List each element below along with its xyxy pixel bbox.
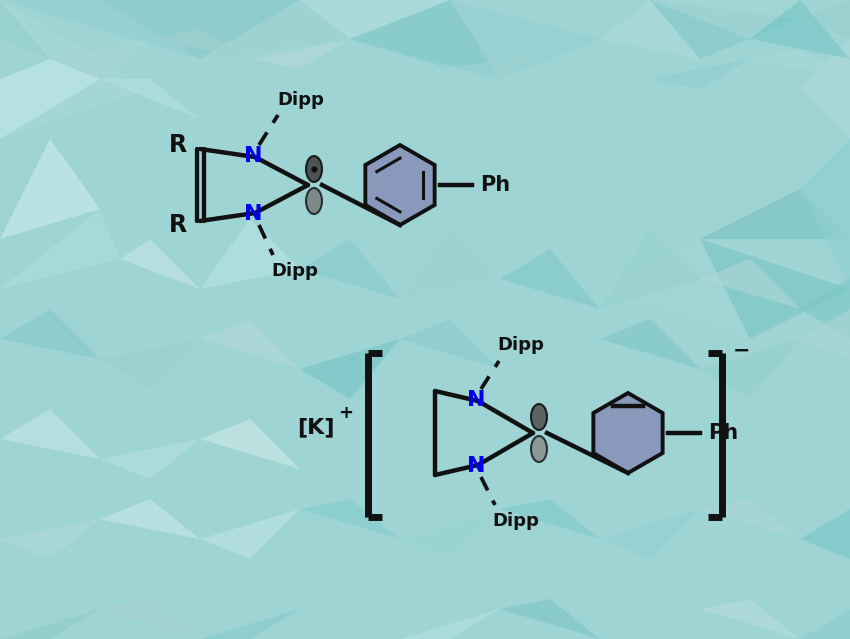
Text: R: R	[169, 213, 187, 237]
Text: +: +	[338, 404, 354, 422]
Polygon shape	[200, 219, 300, 289]
Ellipse shape	[306, 188, 322, 214]
Polygon shape	[150, 29, 250, 59]
Polygon shape	[800, 39, 850, 139]
Ellipse shape	[306, 156, 322, 182]
Polygon shape	[593, 393, 663, 473]
Polygon shape	[0, 519, 100, 559]
Polygon shape	[0, 609, 100, 639]
Polygon shape	[200, 419, 300, 469]
Polygon shape	[0, 309, 100, 359]
Polygon shape	[100, 439, 200, 479]
Polygon shape	[100, 499, 200, 539]
Polygon shape	[700, 339, 800, 399]
Polygon shape	[650, 0, 800, 39]
Polygon shape	[200, 609, 300, 639]
Polygon shape	[800, 139, 850, 239]
Polygon shape	[750, 0, 850, 59]
Text: R: R	[169, 133, 187, 157]
Polygon shape	[800, 189, 850, 289]
Polygon shape	[0, 0, 200, 59]
Polygon shape	[700, 259, 800, 309]
Text: Dipp: Dipp	[492, 512, 540, 530]
Polygon shape	[100, 0, 300, 59]
Text: −: −	[734, 341, 751, 361]
Polygon shape	[600, 0, 700, 59]
Polygon shape	[200, 0, 350, 59]
Polygon shape	[500, 599, 600, 639]
Polygon shape	[600, 229, 700, 309]
Polygon shape	[600, 239, 750, 339]
Polygon shape	[800, 0, 850, 39]
Polygon shape	[300, 599, 400, 639]
Polygon shape	[700, 499, 800, 539]
Text: [K]: [K]	[298, 417, 335, 437]
Polygon shape	[300, 0, 450, 39]
Polygon shape	[600, 509, 700, 559]
Polygon shape	[0, 39, 100, 139]
Polygon shape	[0, 0, 50, 79]
Polygon shape	[500, 339, 600, 399]
Polygon shape	[100, 339, 200, 389]
Text: N: N	[244, 146, 263, 166]
Polygon shape	[300, 499, 400, 539]
Polygon shape	[450, 0, 600, 79]
Polygon shape	[100, 599, 200, 639]
Polygon shape	[450, 49, 550, 79]
Polygon shape	[500, 249, 600, 309]
Text: N: N	[467, 456, 485, 476]
Polygon shape	[0, 209, 120, 289]
Polygon shape	[400, 509, 500, 559]
Polygon shape	[750, 49, 850, 79]
Ellipse shape	[531, 436, 547, 462]
Polygon shape	[800, 309, 850, 359]
Polygon shape	[650, 0, 800, 59]
Polygon shape	[366, 145, 434, 225]
Text: N: N	[244, 204, 263, 224]
Polygon shape	[500, 499, 600, 539]
Polygon shape	[0, 139, 100, 239]
Polygon shape	[0, 0, 150, 139]
Polygon shape	[250, 39, 350, 69]
Polygon shape	[350, 39, 450, 69]
Polygon shape	[700, 239, 850, 339]
Polygon shape	[200, 319, 300, 369]
Polygon shape	[350, 0, 500, 79]
Text: Dipp: Dipp	[278, 91, 325, 109]
Polygon shape	[400, 219, 500, 299]
Polygon shape	[300, 239, 400, 299]
Polygon shape	[120, 239, 200, 289]
Polygon shape	[700, 599, 800, 639]
Polygon shape	[200, 509, 300, 559]
Polygon shape	[0, 409, 100, 459]
Polygon shape	[100, 79, 200, 119]
Ellipse shape	[531, 404, 547, 430]
Polygon shape	[400, 319, 500, 369]
Text: Dipp: Dipp	[497, 336, 545, 354]
Polygon shape	[650, 59, 750, 89]
Polygon shape	[800, 509, 850, 559]
Text: N: N	[467, 390, 485, 410]
Polygon shape	[550, 49, 650, 79]
Polygon shape	[400, 609, 500, 639]
Polygon shape	[700, 189, 850, 239]
Text: Ph: Ph	[708, 423, 738, 443]
Polygon shape	[600, 319, 700, 369]
Text: Dipp: Dipp	[271, 262, 319, 280]
Polygon shape	[300, 339, 400, 399]
Polygon shape	[800, 279, 850, 339]
Polygon shape	[600, 609, 700, 639]
Polygon shape	[50, 39, 150, 79]
Text: Ph: Ph	[480, 175, 510, 195]
Polygon shape	[800, 609, 850, 639]
